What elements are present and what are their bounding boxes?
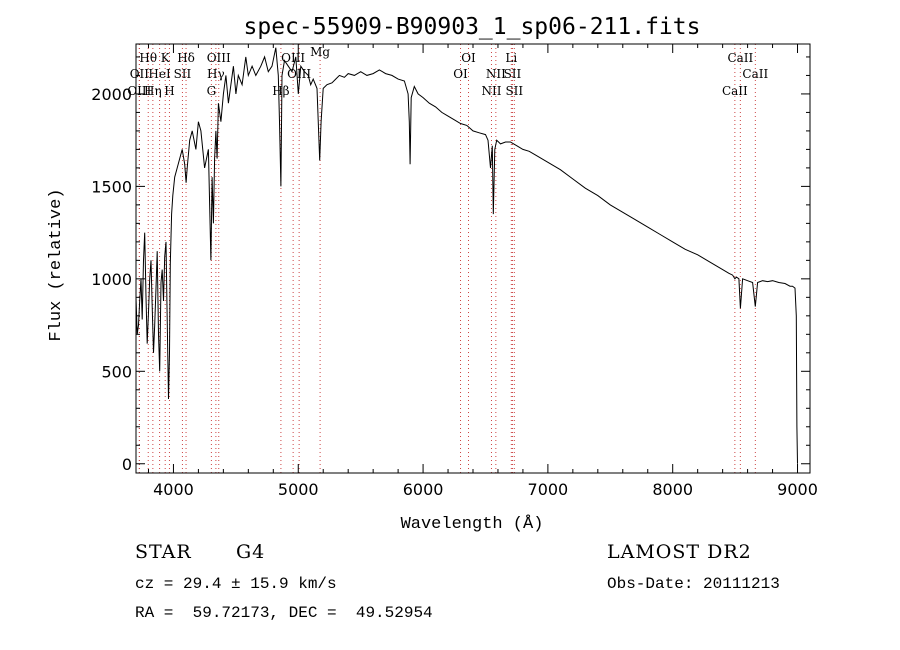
redshift-velocity: cz = 29.4 ± 15.9 km/s xyxy=(135,575,337,593)
chart-title: spec-55909-B90903_1_sp06-211.fits xyxy=(244,14,701,40)
plot-frame xyxy=(135,43,811,474)
feature-label: OI xyxy=(453,67,468,81)
feature-label: CaII xyxy=(742,67,768,81)
observation-date: Obs-Date: 20111213 xyxy=(607,575,780,593)
survey-name: LAMOST DR2 xyxy=(607,541,752,563)
object-class: STAR xyxy=(135,541,192,563)
x-tick-label: 5000 xyxy=(278,480,319,499)
feature-label: NII xyxy=(486,67,506,81)
feature-label: OI xyxy=(461,51,476,65)
feature-label: OIII xyxy=(281,51,305,65)
x-tick-label: 4000 xyxy=(153,480,194,499)
feature-label: OIII xyxy=(287,67,311,81)
y-tick-label: 1500 xyxy=(91,177,132,196)
feature-label: Hθ xyxy=(139,51,157,65)
feature-label: Hγ xyxy=(207,67,225,81)
x-axis-ticks: 4000 5000 6000 7000 8000 9000 xyxy=(147,44,818,499)
line-markers xyxy=(138,44,756,473)
feature-label: Hβ xyxy=(272,84,289,98)
feature-label: H xyxy=(164,84,174,98)
feature-label: K xyxy=(161,51,171,65)
feature-label: SII xyxy=(504,67,522,81)
x-tick-label: 7000 xyxy=(528,480,569,499)
feature-label: Mg xyxy=(310,45,330,59)
feature-label: Li xyxy=(505,51,517,65)
feature-label: HeI xyxy=(148,67,171,81)
feature-label: OIII xyxy=(127,84,151,98)
x-tick-label: 6000 xyxy=(403,480,444,499)
y-tick-label: 500 xyxy=(101,362,132,381)
y-tick-label: 0 xyxy=(122,455,132,474)
feature-label: CaII xyxy=(727,51,753,65)
y-tick-label: 1000 xyxy=(91,270,132,289)
y-tick-label: 2000 xyxy=(91,85,132,104)
feature-label: G xyxy=(207,84,217,98)
feature-label: SII xyxy=(505,84,523,98)
feature-label: Hδ xyxy=(177,51,195,65)
x-tick-label: 8000 xyxy=(652,480,693,499)
x-tick-label: 9000 xyxy=(777,480,818,499)
spectrum-chart: spec-55909-B90903_1_sp06-211.fits Hθ OII O… xyxy=(47,14,818,534)
feature-label: CaII xyxy=(722,84,748,98)
x-axis-label: Wavelength (Å) xyxy=(401,515,544,534)
y-axis-label: Flux (relative) xyxy=(47,188,66,341)
feature-label: OIII xyxy=(207,51,231,65)
feature-label: Hη xyxy=(144,84,162,98)
spectrum-line xyxy=(135,47,798,464)
y-axis-ticks: 0 500 1000 1500 2000 xyxy=(91,56,810,474)
feature-label: SII xyxy=(174,67,192,81)
feature-label: NII xyxy=(481,84,501,98)
feature-label: OII xyxy=(130,67,150,81)
sky-coordinates: RA = 59.72173, DEC = 49.52954 xyxy=(135,604,433,622)
object-subclass: G4 xyxy=(236,541,266,563)
